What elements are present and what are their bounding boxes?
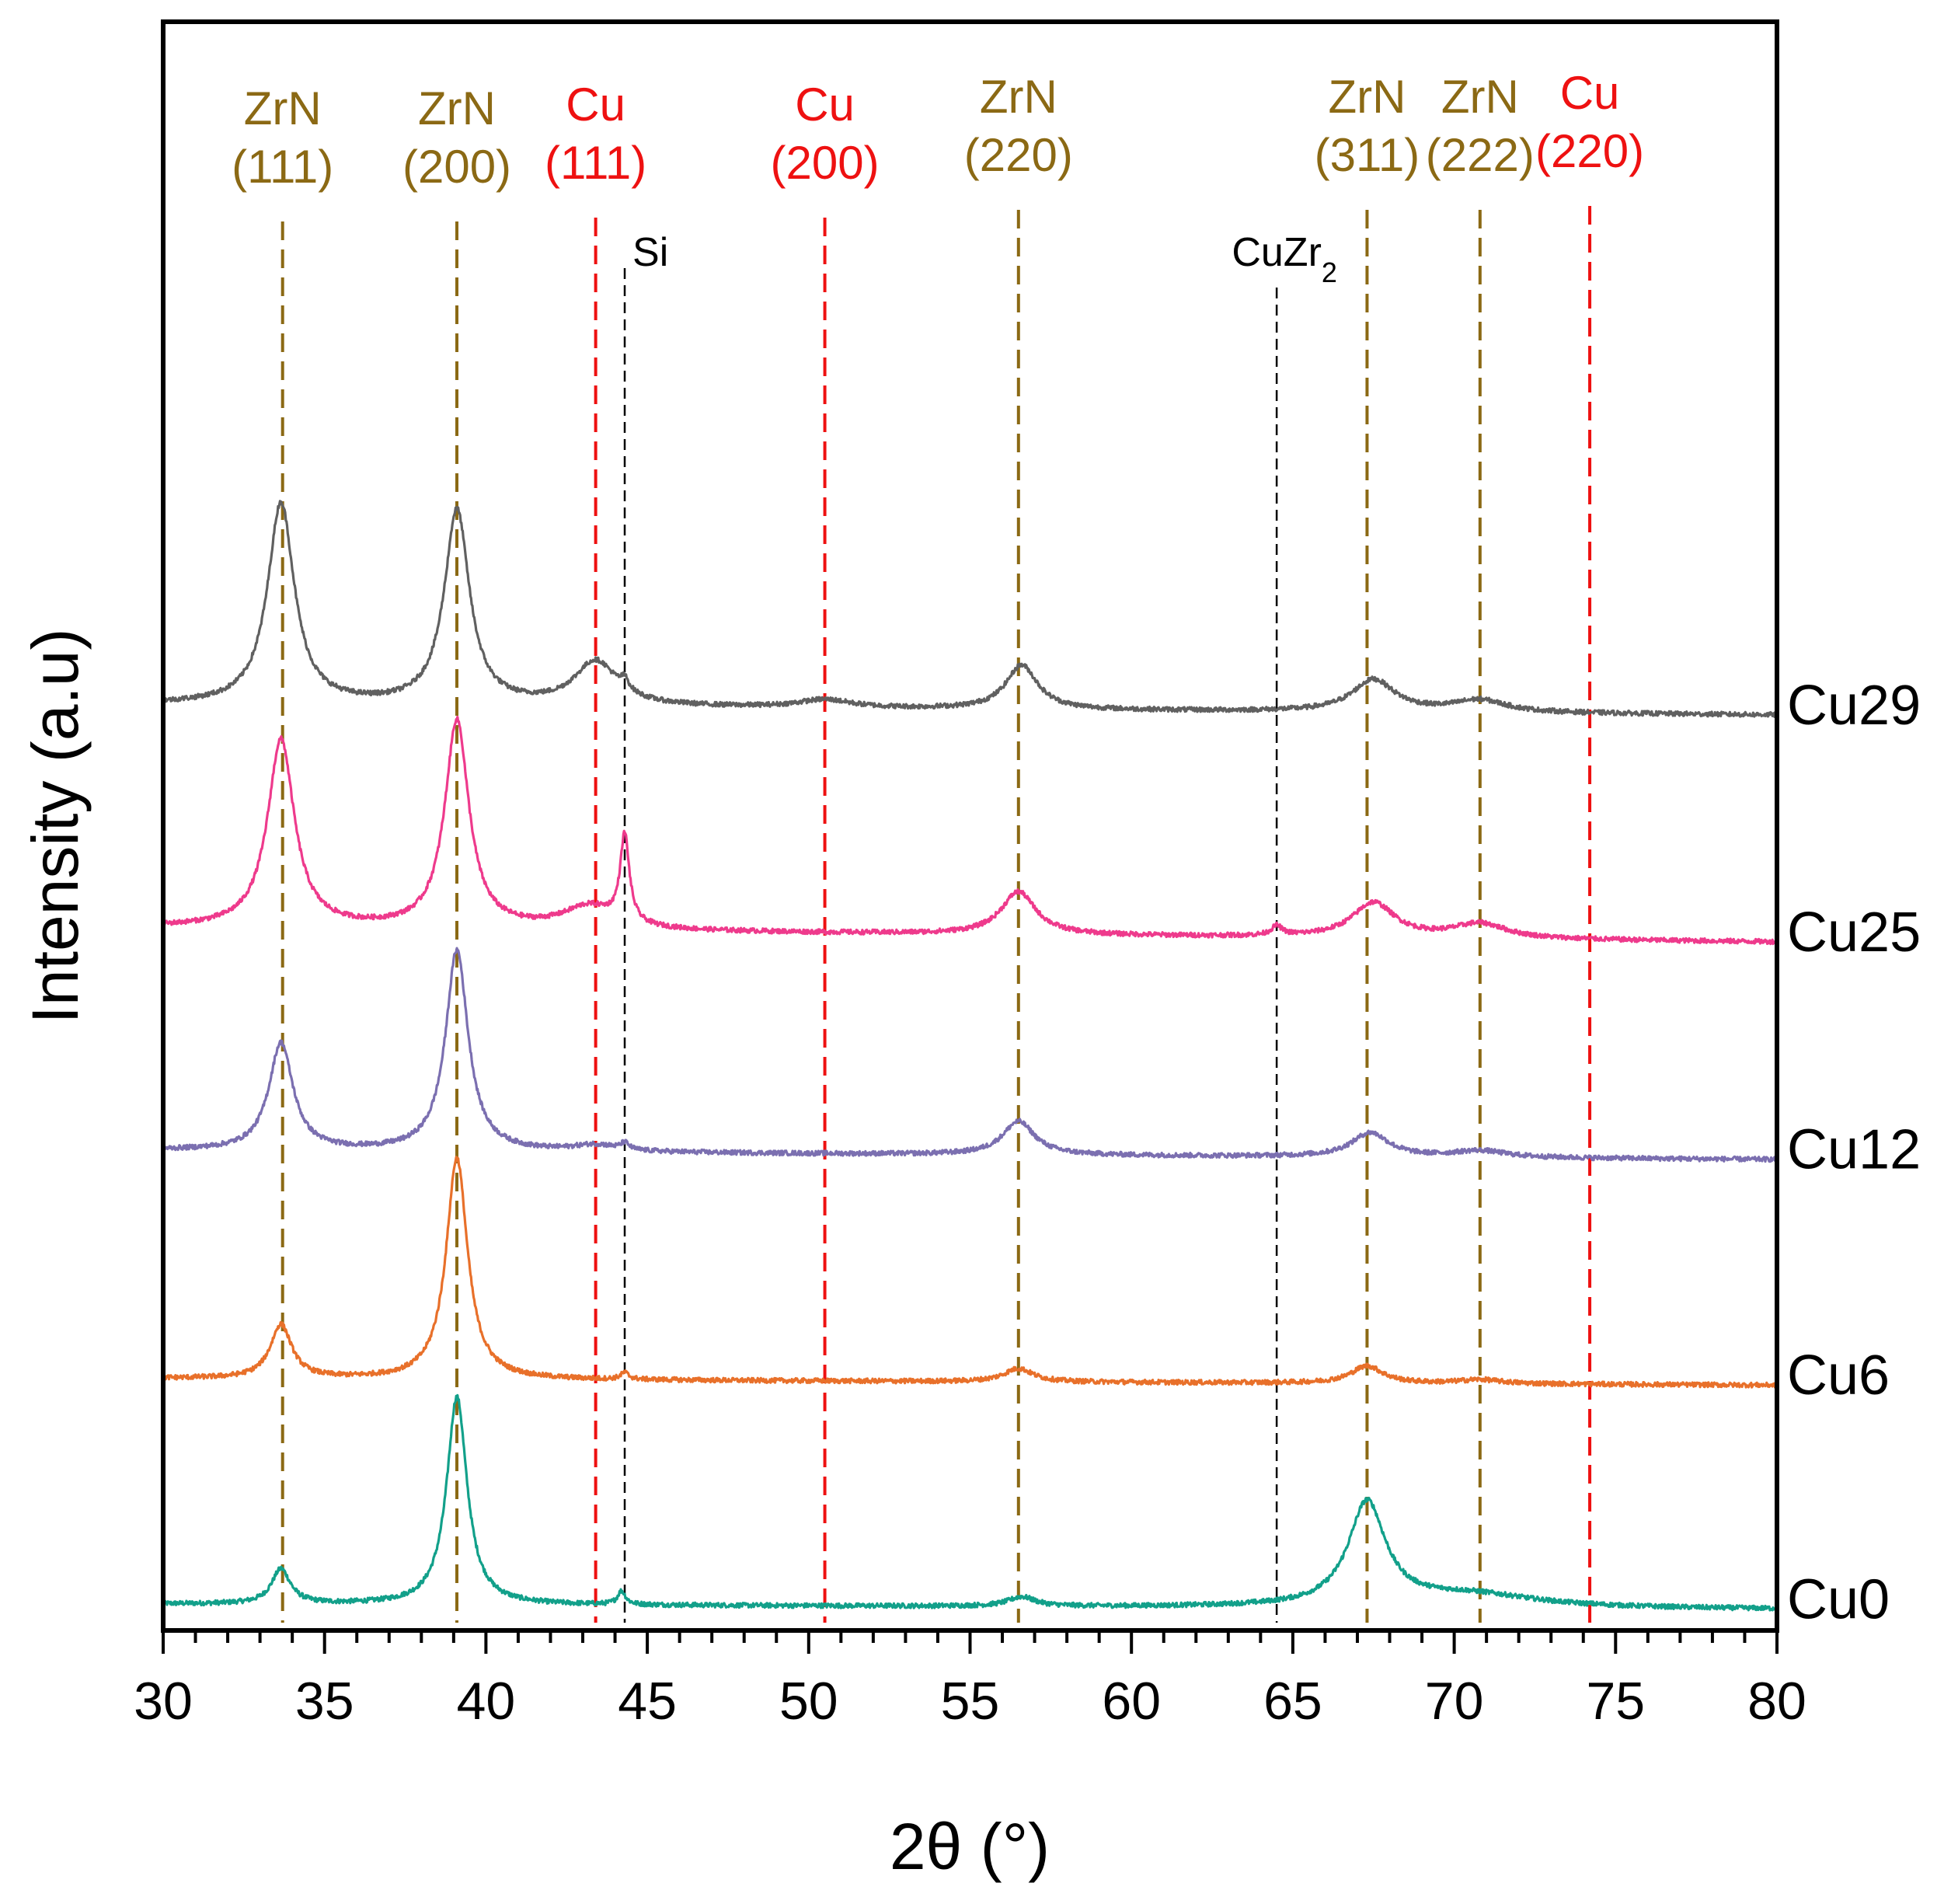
ref-label-phase: ZrN [1328,71,1406,123]
series-label-cu0: Cu0 [1787,1569,1890,1631]
ref-label-phase: ZrN [418,82,496,134]
ref-label-hkl: (111) [232,141,333,193]
aux-label-si: Si [632,230,668,275]
x-tick-label: 75 [1586,1672,1645,1731]
ref-label-hkl: (111) [545,137,646,189]
ref-label-phase: Cu [795,78,855,131]
series-label-cu12: Cu12 [1787,1119,1921,1181]
series-trace-cu25 [162,715,1779,946]
ref-label-hkl: (200) [402,141,511,193]
x-axis-title: 2θ (°) [890,1810,1050,1883]
x-tick-label: 70 [1425,1672,1484,1731]
x-tick-label: 50 [779,1672,838,1731]
series-trace-cu29 [162,500,1779,718]
ref-label-hkl: (200) [771,137,880,189]
ref-label-hkl: (220) [1535,125,1644,177]
ref-label-hkl: (220) [964,129,1073,181]
series-labels: Cu0 Cu6 Cu12 Cu25 Cu29 [1787,675,1921,1631]
x-axis: 30 35 40 45 50 55 60 65 70 75 80 [134,1630,1806,1731]
aux-label-subscript: 2 [1322,256,1337,288]
ref-label-phase: Cu [566,78,625,131]
ref-label-phase: ZrN [1441,71,1519,123]
series-trace-cu6 [162,1156,1779,1389]
x-tick-label: 65 [1263,1672,1322,1731]
x-tick-label: 80 [1747,1672,1806,1731]
x-tick-label: 60 [1102,1672,1161,1731]
x-tick-label: 45 [618,1672,677,1731]
ref-label-hkl: (311) [1315,129,1420,181]
ref-label-phase: ZrN [244,82,322,134]
series-label-cu6: Cu6 [1787,1344,1890,1407]
ref-label-hkl: (222) [1426,129,1535,181]
y-axis-title: Intensity (a.u) [19,629,92,1024]
series-lines [162,500,1779,1612]
series-trace-cu0 [162,1393,1779,1612]
x-tick-label: 30 [134,1672,193,1731]
series-label-cu29: Cu29 [1787,675,1921,737]
ref-label-phase: Cu [1560,67,1620,119]
series-label-cu25: Cu25 [1787,901,1921,964]
ref-label-phase: ZrN [980,71,1057,123]
x-tick-label: 40 [457,1672,516,1731]
x-tick-label: 35 [295,1672,354,1731]
x-tick-label: 55 [941,1672,1000,1731]
reference-lines: ZrN (111) ZrN (200) Cu (111) Cu (200) ZrN (220) Zr… [232,67,1644,1623]
series-trace-cu12 [162,947,1779,1163]
